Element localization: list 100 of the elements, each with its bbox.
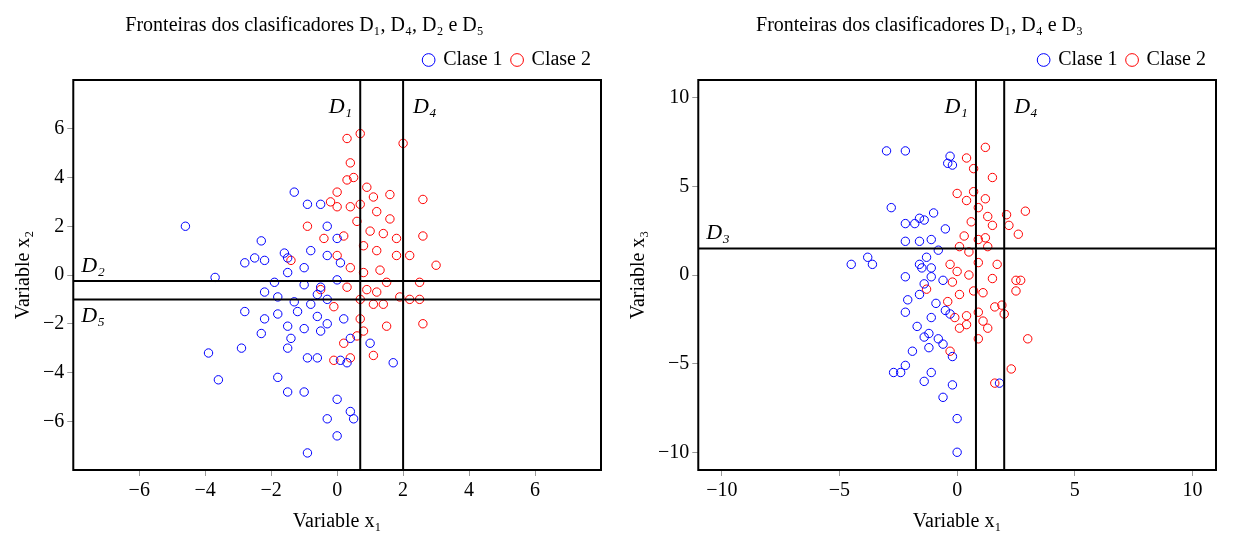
- point: [352, 331, 362, 341]
- point: [286, 333, 296, 344]
- point: [381, 277, 392, 288]
- point: [919, 376, 929, 387]
- point: [240, 258, 250, 268]
- point: [210, 272, 220, 283]
- point: [240, 306, 250, 317]
- point: [983, 211, 993, 222]
- point: [952, 447, 962, 457]
- point: [994, 378, 1005, 388]
- point: [362, 182, 372, 192]
- point: [914, 289, 925, 300]
- y-tick-label: 2: [54, 213, 65, 236]
- x-tick-label: −5: [828, 478, 851, 501]
- point: [322, 294, 332, 305]
- point: [914, 259, 925, 270]
- point: [282, 343, 293, 353]
- point: [259, 287, 270, 297]
- point: [1006, 364, 1016, 374]
- point: [973, 307, 984, 317]
- y-tick-label: 10: [669, 84, 690, 107]
- point: [332, 202, 342, 212]
- point: [289, 297, 299, 307]
- point: [355, 128, 365, 139]
- point: [846, 259, 856, 270]
- point: [372, 206, 382, 217]
- point: [355, 314, 365, 324]
- point: [306, 299, 316, 309]
- point: [282, 267, 293, 278]
- point: [372, 287, 382, 297]
- point: [259, 255, 270, 266]
- ref-line-label: D₃: [705, 219, 730, 245]
- ref-line-label: D₅: [80, 302, 105, 328]
- point: [952, 266, 962, 277]
- point: [375, 265, 385, 275]
- point: [983, 323, 993, 333]
- point: [418, 194, 428, 205]
- point: [914, 236, 925, 247]
- y-tick-label: −6: [43, 408, 65, 431]
- point: [391, 233, 402, 244]
- point: [980, 142, 991, 153]
- point: [325, 197, 336, 207]
- point: [1004, 220, 1014, 231]
- point: [302, 353, 313, 363]
- point: [302, 199, 313, 210]
- point: [954, 323, 965, 333]
- point: [342, 133, 352, 144]
- point: [385, 189, 395, 200]
- point: [236, 343, 247, 353]
- point: [938, 339, 948, 349]
- point: [966, 217, 976, 227]
- point: [355, 199, 365, 210]
- x-tick-label: −6: [128, 478, 150, 501]
- point: [888, 367, 899, 378]
- point: [322, 414, 332, 424]
- point: [339, 338, 349, 348]
- point: [1011, 275, 1021, 286]
- point: [978, 316, 988, 326]
- point: [926, 312, 936, 323]
- point: [1001, 210, 1012, 220]
- point: [372, 245, 382, 256]
- legend-label: Clase 2: [531, 47, 591, 70]
- point: [365, 338, 375, 348]
- point: [968, 186, 979, 197]
- point: [339, 314, 349, 324]
- point: [959, 231, 969, 241]
- point: [282, 321, 293, 331]
- point: [968, 286, 979, 296]
- point: [1023, 334, 1033, 344]
- point: [973, 334, 984, 344]
- y-tick-label: 6: [54, 116, 65, 138]
- point: [900, 360, 911, 371]
- point: [319, 233, 329, 244]
- point: [256, 236, 266, 246]
- point: [306, 245, 316, 256]
- point: [931, 298, 941, 309]
- x-tick-label: 5: [1069, 478, 1080, 501]
- point: [926, 272, 936, 282]
- x-tick-label: 10: [1182, 478, 1203, 501]
- point: [368, 350, 379, 361]
- point: [886, 202, 896, 213]
- point: [269, 277, 280, 288]
- point: [329, 301, 339, 312]
- point: [378, 228, 389, 239]
- point: [299, 262, 309, 273]
- point: [203, 348, 214, 358]
- point: [926, 234, 936, 245]
- point: [919, 332, 929, 342]
- x-axis-title: Variable x₁: [292, 509, 382, 532]
- point: [933, 334, 944, 344]
- point: [947, 351, 958, 362]
- legend-label: Clase 1: [443, 47, 503, 70]
- point: [322, 319, 332, 329]
- point: [900, 236, 911, 247]
- point: [388, 358, 398, 368]
- point: [983, 241, 993, 252]
- point: [1015, 275, 1026, 286]
- point: [954, 241, 965, 252]
- point: [907, 346, 918, 356]
- point: [1013, 229, 1024, 239]
